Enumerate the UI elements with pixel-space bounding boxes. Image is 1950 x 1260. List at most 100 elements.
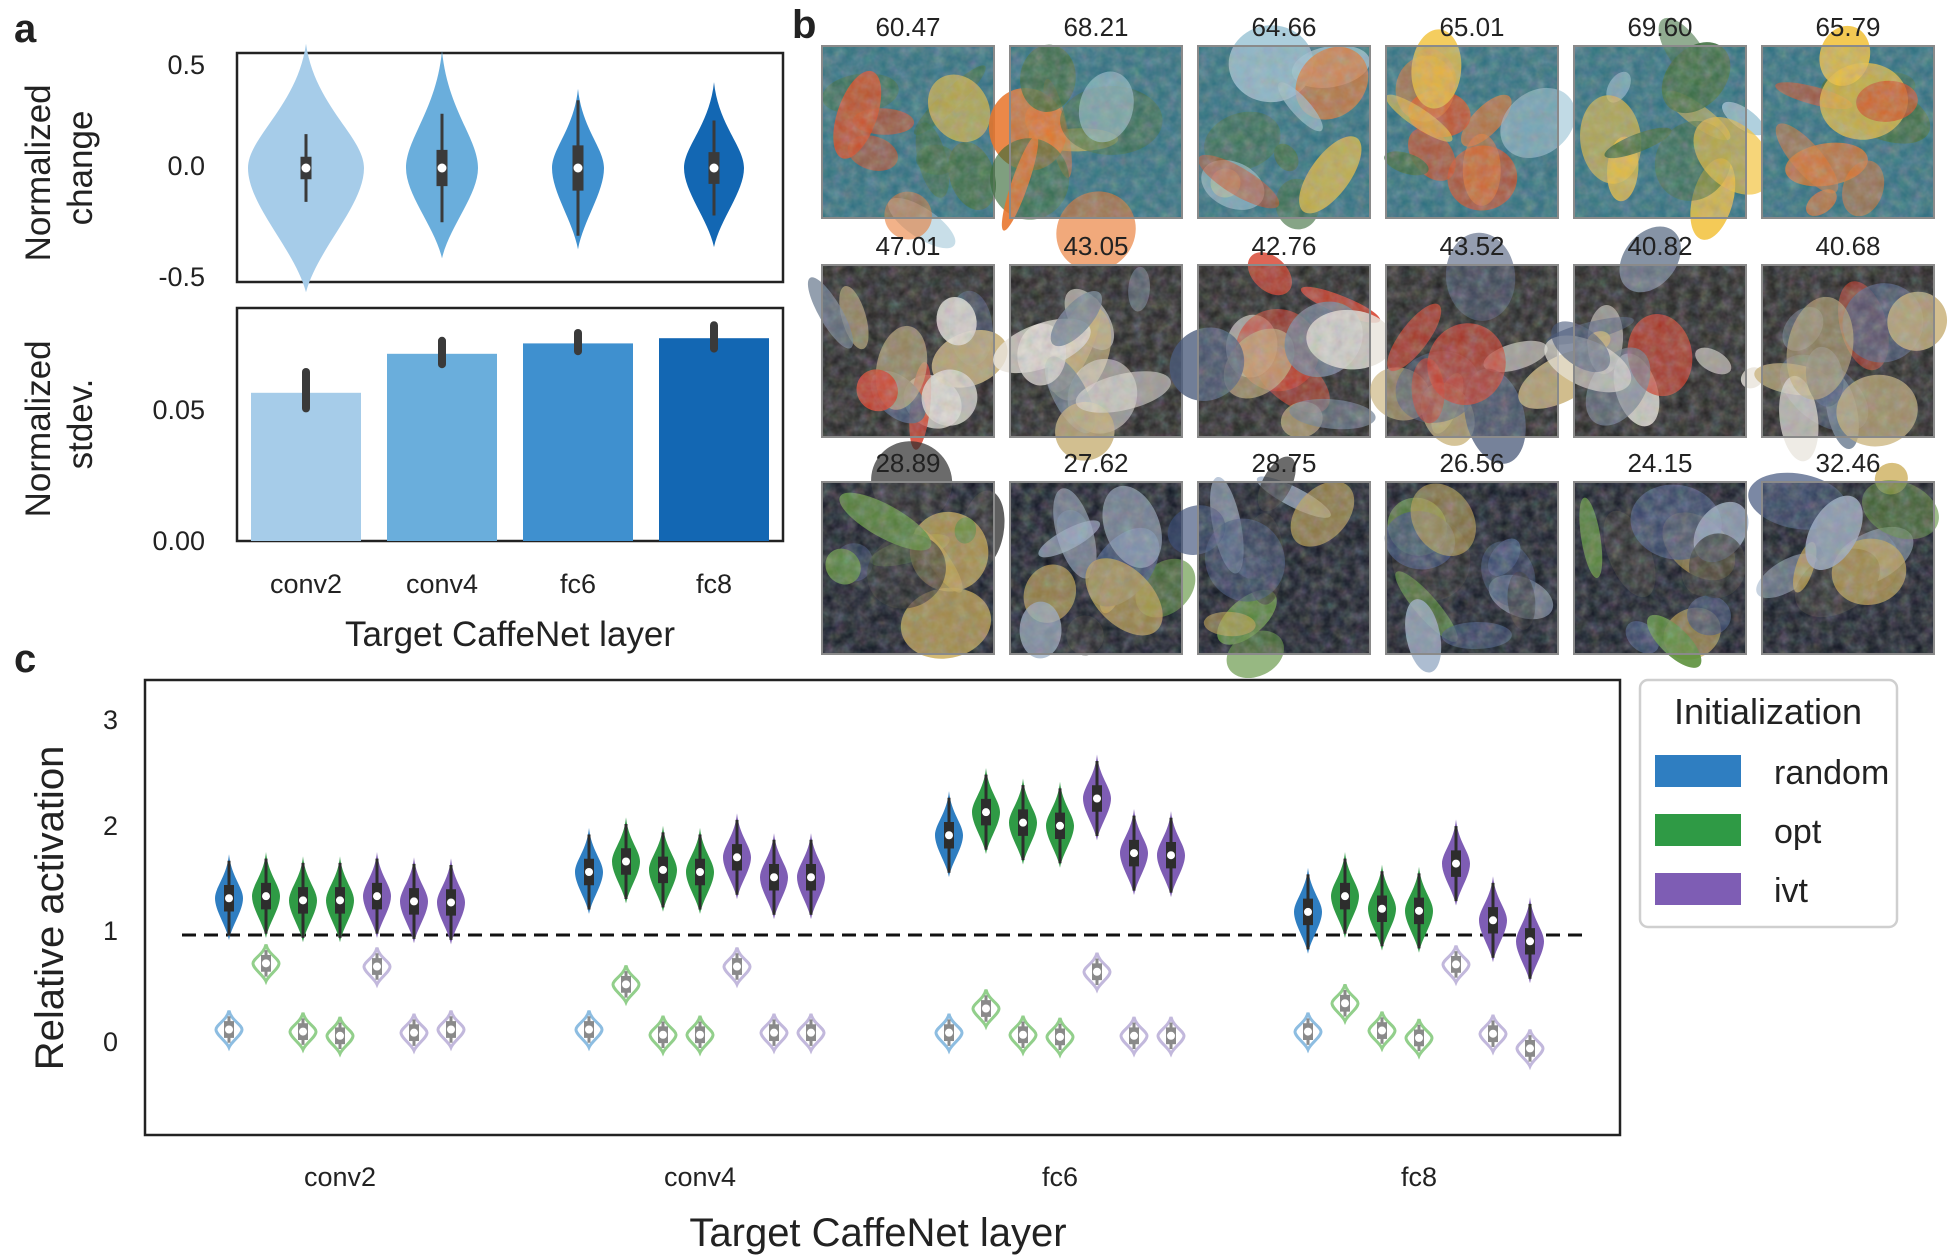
c-conv4-ivt-2-other-median bbox=[770, 1028, 778, 1037]
c-conv2-opt-3-target-median bbox=[336, 896, 344, 905]
c-xlabel: Target CaffeNet layer bbox=[689, 1211, 1066, 1255]
c-xtick-fc8: fc8 bbox=[1401, 1162, 1437, 1192]
c-fc6-random-target-median bbox=[945, 831, 953, 840]
c-fc6-ivt-1-target-median bbox=[1093, 794, 1101, 803]
c-conv4-opt-2-other-median bbox=[659, 1030, 667, 1039]
a-bar-fc6 bbox=[523, 343, 633, 541]
c-fc6-random-other-outline bbox=[934, 1013, 964, 1055]
image-tile-goldfish-3: 64.66 bbox=[1197, 12, 1371, 230]
c-conv4-random-other-outline bbox=[574, 1010, 604, 1052]
c-fc8-ivt-1-other-median bbox=[1452, 960, 1460, 969]
c-conv4-ivt-1-other-median bbox=[733, 962, 741, 971]
c-fc8-opt-1-target-median bbox=[1341, 892, 1349, 901]
a-bar-conv4 bbox=[387, 353, 497, 541]
image-tile-camera-5: 24.15 bbox=[1573, 448, 1749, 668]
a-bot-marks bbox=[251, 321, 769, 541]
image-score-label: 65.01 bbox=[1439, 12, 1504, 42]
panel-a-top: 0.5 0.0 -0.5 Normalized change bbox=[19, 43, 785, 293]
c-ytick-0: 0 bbox=[103, 1027, 118, 1057]
image-tile-ambulance-1: 47.01 bbox=[807, 231, 1008, 450]
image-score-label: 26.56 bbox=[1439, 448, 1504, 478]
c-fc6-ivt-3-other-median bbox=[1167, 1031, 1175, 1040]
a-xtick-fc8: fc8 bbox=[696, 569, 732, 599]
image-tile-texture bbox=[1010, 46, 1182, 218]
image-tile-border bbox=[1197, 45, 1371, 219]
c-fc8-opt-3-target-median bbox=[1415, 906, 1423, 915]
image-score-label: 68.21 bbox=[1063, 12, 1128, 42]
image-score-label: 28.75 bbox=[1251, 448, 1316, 478]
c-conv4-ivt-1-target-median bbox=[733, 853, 741, 862]
image-tile-texture bbox=[1574, 46, 1746, 218]
image-tile-goldfish-5: 69.60 bbox=[1573, 12, 1773, 240]
c-fc6-opt-1-other-median bbox=[982, 1004, 990, 1013]
a-bar-conv2 bbox=[251, 392, 361, 541]
c-ytick-3: 3 bbox=[103, 705, 118, 735]
panel-a-bottom: 0.05 0.00 Normalized stdev. conv2 conv4 … bbox=[19, 306, 785, 654]
a-top-ytick-0: 0.5 bbox=[167, 50, 205, 80]
panel-c-frame bbox=[143, 678, 1622, 1137]
image-score-label: 42.76 bbox=[1251, 231, 1316, 261]
image-tile-texture bbox=[1010, 265, 1182, 437]
image-score-label: 64.66 bbox=[1251, 12, 1316, 42]
image-tile-goldfish-2: 68.21 bbox=[988, 12, 1183, 272]
a-top-ylabel-line2: change bbox=[61, 111, 100, 226]
image-tile-ambulance-6: 40.68 bbox=[1754, 231, 1948, 462]
image-tile-camera-4: 26.56 bbox=[1384, 448, 1559, 673]
a-xlabel: Target CaffeNet layer bbox=[345, 615, 675, 654]
image-tile-border bbox=[1197, 264, 1371, 438]
c-fc8-random-target-median bbox=[1304, 907, 1312, 916]
c-fc6-random-other-median bbox=[945, 1028, 953, 1037]
image-tile-ambulance-2: 43.05 bbox=[993, 231, 1183, 461]
c-fc6-ivt-2-other-median bbox=[1130, 1031, 1138, 1040]
image-tile-border bbox=[1385, 45, 1559, 219]
image-score-label: 27.62 bbox=[1063, 448, 1128, 478]
image-tile-border bbox=[1761, 264, 1935, 438]
a-top-median-fc6 bbox=[573, 163, 583, 173]
panel-b-image-grid: 60.47 68.21 64.66 65.01 69.60 65.79 47.01 43.05… bbox=[807, 12, 1948, 679]
c-conv4-ivt-2-target-median bbox=[770, 873, 778, 882]
image-tile-camera-6: 32.46 bbox=[1748, 448, 1939, 655]
c-marks bbox=[182, 754, 1582, 1071]
c-conv2-opt-2-other-outline bbox=[288, 1012, 318, 1054]
image-tile-texture bbox=[1198, 482, 1370, 654]
a-top-ytick-1: 0.0 bbox=[167, 151, 205, 181]
image-tile-texture bbox=[1762, 265, 1934, 437]
c-conv4-ivt-3-target-median bbox=[807, 873, 815, 882]
c-conv4-ivt-2-other-outline bbox=[759, 1013, 789, 1055]
image-score-label: 69.60 bbox=[1627, 12, 1692, 42]
image-tile-texture bbox=[1574, 482, 1746, 654]
image-tile-texture bbox=[1386, 265, 1558, 437]
c-conv2-ivt-1-other-outline bbox=[362, 947, 392, 989]
c-fc6-opt-2-target-median bbox=[1019, 818, 1027, 827]
c-ytick-2: 2 bbox=[103, 811, 118, 841]
c-conv2-opt-2-target-median bbox=[299, 896, 307, 905]
legend-swatch-opt bbox=[1655, 814, 1741, 846]
panel-label-c: c bbox=[14, 637, 36, 681]
image-tile-border bbox=[821, 264, 995, 438]
c-conv2-opt-1-other-median bbox=[262, 959, 270, 968]
image-tile-ambulance-5: 40.82 bbox=[1544, 226, 1764, 438]
image-tile-texture bbox=[822, 265, 994, 437]
c-fc8-ivt-1-target-median bbox=[1452, 859, 1460, 868]
c-conv2-random-other-outline bbox=[214, 1010, 244, 1052]
c-fc6-opt-3-other-outline bbox=[1045, 1017, 1075, 1059]
c-conv2-random-target-median bbox=[225, 894, 233, 903]
c-conv2-opt-3-other-outline bbox=[325, 1016, 355, 1058]
c-fc8-opt-1-other-median bbox=[1341, 999, 1349, 1008]
c-fc8-opt-3-other-outline bbox=[1404, 1018, 1434, 1060]
c-conv4-opt-3-other-outline bbox=[685, 1015, 715, 1057]
image-score-label: 40.82 bbox=[1627, 231, 1692, 261]
c-fc6-opt-1-other-outline bbox=[971, 989, 1001, 1031]
a-top-marks bbox=[248, 43, 744, 293]
c-fc8-random-other-median bbox=[1304, 1027, 1312, 1036]
c-ytick-1: 1 bbox=[103, 916, 118, 946]
a-bot-ytick-0: 0.00 bbox=[152, 526, 205, 556]
c-fc8-opt-2-other-outline bbox=[1367, 1011, 1397, 1053]
svg-text:Normalized stdev.: Normalized stdev. bbox=[19, 331, 100, 518]
c-conv4-opt-3-other-median bbox=[696, 1030, 704, 1039]
c-fc8-ivt-2-other-median bbox=[1489, 1029, 1497, 1038]
a-top-ylabel-line1: Normalized bbox=[19, 84, 58, 261]
c-fc8-opt-1-other-outline bbox=[1330, 983, 1360, 1026]
c-conv4-random-target-median bbox=[585, 868, 593, 876]
image-tile-border bbox=[1197, 481, 1371, 655]
